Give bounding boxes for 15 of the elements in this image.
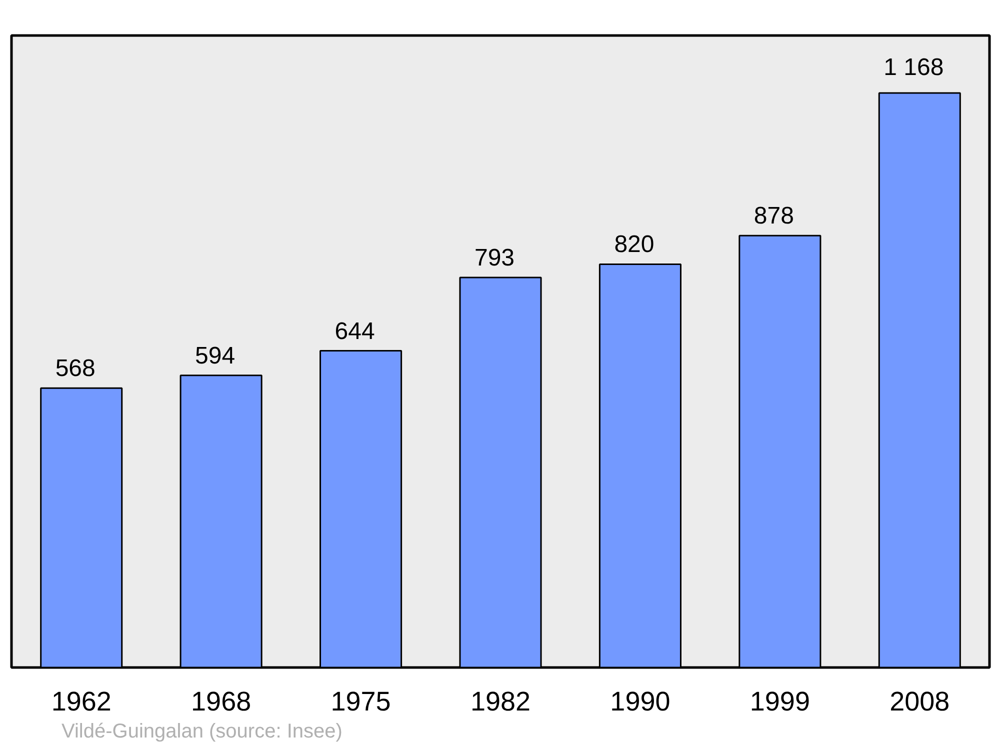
data-label: 568 xyxy=(55,355,96,382)
data-label: 644 xyxy=(334,318,375,345)
x-tick-label: 1982 xyxy=(470,686,531,716)
x-tick-label: 1999 xyxy=(750,686,810,716)
data-label: 793 xyxy=(474,244,515,272)
data-label: 594 xyxy=(195,342,236,370)
data-label: 878 xyxy=(754,202,794,230)
x-tick-label: 1968 xyxy=(191,686,252,716)
x-tick-label: 1975 xyxy=(330,686,391,716)
x-tick-label: 1990 xyxy=(610,686,670,716)
x-tick-label: 1962 xyxy=(51,686,112,716)
x-tick-label: 2008 xyxy=(890,686,950,716)
data-label: 1 168 xyxy=(884,54,944,82)
data-label: 820 xyxy=(614,231,654,258)
text: Vildé-Guingalan (source: Insee) xyxy=(62,720,342,742)
